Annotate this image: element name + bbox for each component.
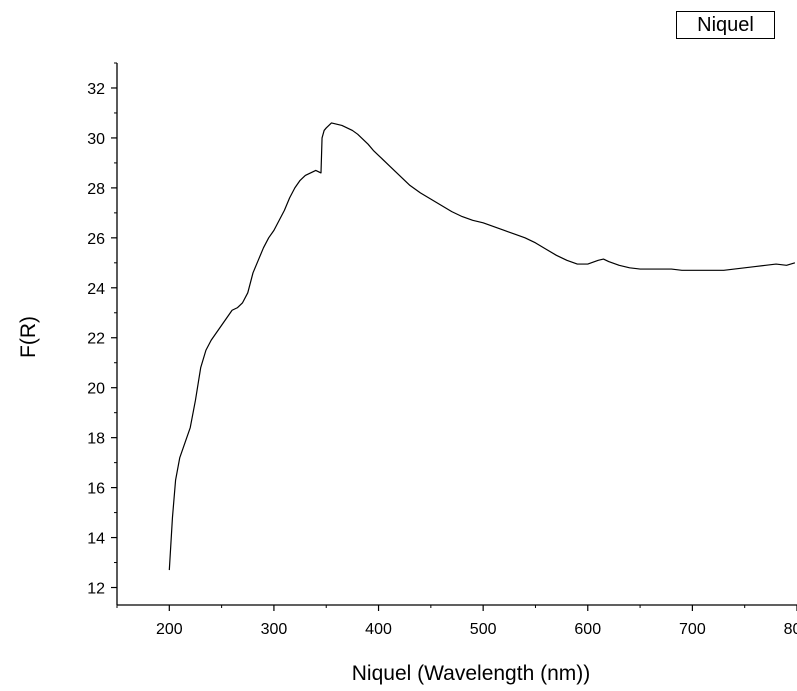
x-tick-label: 200 <box>156 621 183 638</box>
y-tick-label: 32 <box>87 81 105 98</box>
axes <box>116 63 797 606</box>
y-tick-label: 12 <box>87 581 105 598</box>
x-tick-label: 700 <box>679 621 706 638</box>
series-layer <box>168 122 796 571</box>
y-tick-label: 18 <box>87 431 105 448</box>
y-tick-label: 30 <box>87 131 105 148</box>
y-tick-label: 20 <box>87 381 105 398</box>
x-tick-label: 400 <box>365 621 392 638</box>
y-tick-label: 28 <box>87 181 105 198</box>
x-tick-label: 600 <box>574 621 601 638</box>
y-tick-label: 26 <box>87 231 105 248</box>
y-axis-title: F(R) <box>17 316 40 358</box>
y-tick-label: 22 <box>87 331 105 348</box>
legend-label: Niquel <box>697 14 754 36</box>
legend: Niquel <box>676 11 775 39</box>
x-tick-label: 800 <box>784 621 797 638</box>
x-tick-label: 500 <box>470 621 497 638</box>
x-tick-label: 300 <box>261 621 288 638</box>
y-tick-label: 14 <box>87 531 105 548</box>
y-tick-label: 16 <box>87 481 105 498</box>
x-axis-title: Niquel (Wavelength (nm)) <box>352 662 590 685</box>
ticks: 200 300 400 500 600 700 800 12 14 16 18 20 22 24 26 28 3… <box>87 62 797 638</box>
y-tick-label: 24 <box>87 281 105 298</box>
series-line <box>168 122 796 571</box>
